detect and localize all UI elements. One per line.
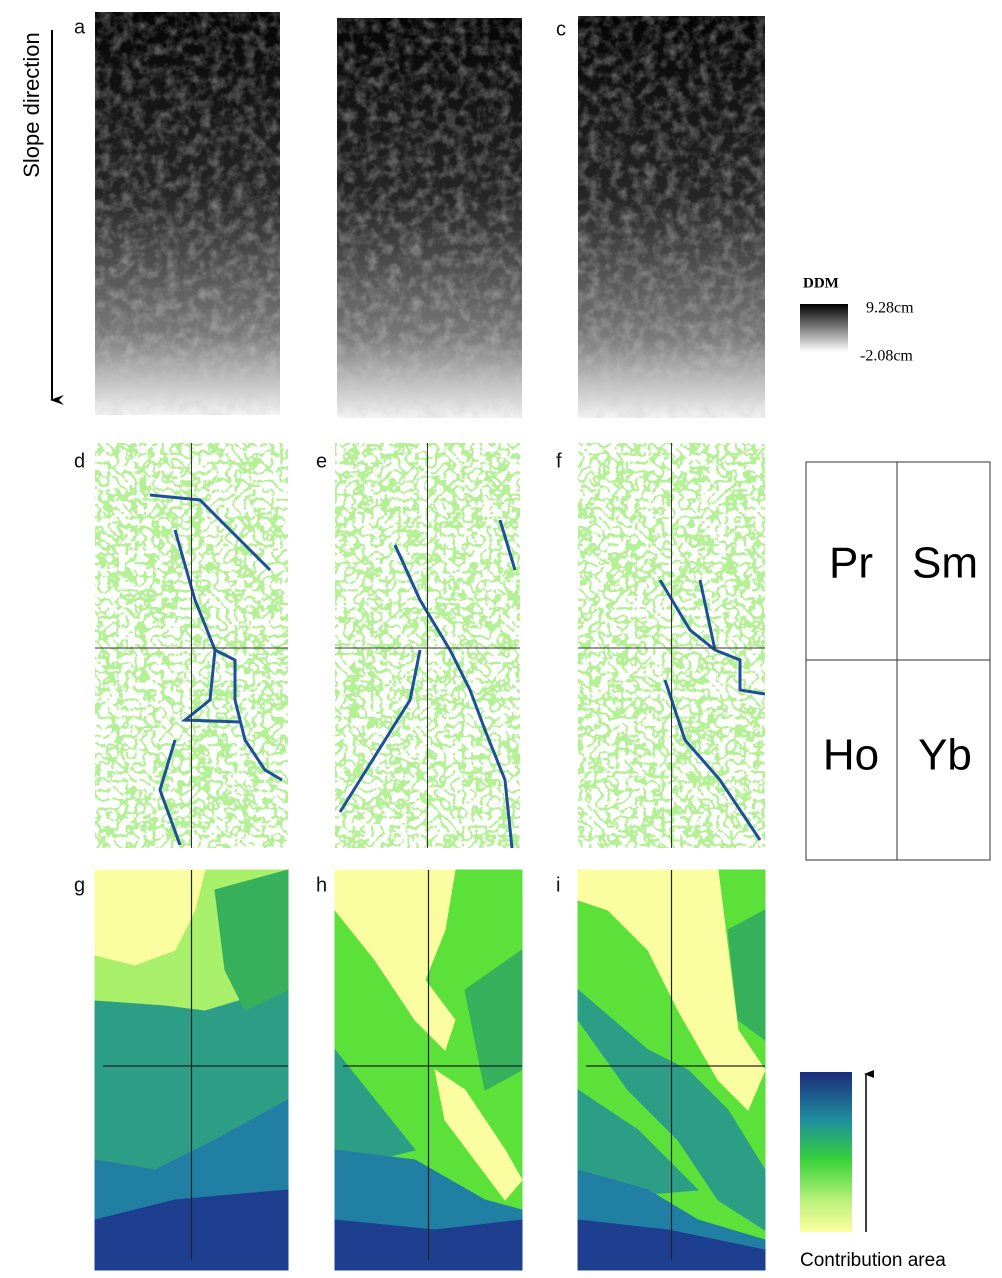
panel-label: h — [316, 874, 327, 896]
catchment — [464, 949, 523, 1091]
contribution-label: Contribution area — [800, 1250, 946, 1271]
ddm-max: 9.28cm — [866, 300, 914, 317]
panel-label: c — [556, 18, 566, 40]
panel-label: d — [74, 450, 85, 472]
ddm-texture — [337, 18, 522, 418]
ddm-title: DDM — [803, 275, 839, 291]
panel-label: e — [316, 450, 327, 472]
species-label: Sm — [912, 539, 978, 588]
main-channel — [338, 519, 517, 849]
ddm-texture — [578, 16, 765, 418]
catchment — [214, 869, 289, 1011]
main-channel — [149, 493, 283, 846]
panel-label: a — [74, 16, 86, 38]
panel-label: g — [74, 874, 85, 896]
contribution-map — [334, 869, 523, 1271]
species-label: Yb — [918, 731, 972, 780]
species-label: Ho — [823, 731, 879, 780]
panel-label: i — [556, 874, 560, 896]
contribution-colorbar — [800, 1072, 852, 1232]
ddm-colorbar — [800, 304, 848, 352]
main-channel — [658, 579, 766, 841]
slope-label: Slope direction — [19, 32, 44, 178]
species-label: Pr — [829, 539, 873, 588]
species-box — [805, 461, 991, 861]
catchment — [334, 869, 456, 1051]
catchment — [727, 909, 766, 1041]
catchment — [334, 1048, 416, 1171]
ddm-texture — [95, 12, 280, 415]
catchment — [94, 869, 206, 966]
contribution-map — [94, 869, 289, 1271]
catchment — [577, 1089, 700, 1201]
catchment — [434, 1068, 523, 1201]
ddm-min: -2.08cm — [860, 348, 913, 365]
panel-label: f — [556, 450, 562, 472]
